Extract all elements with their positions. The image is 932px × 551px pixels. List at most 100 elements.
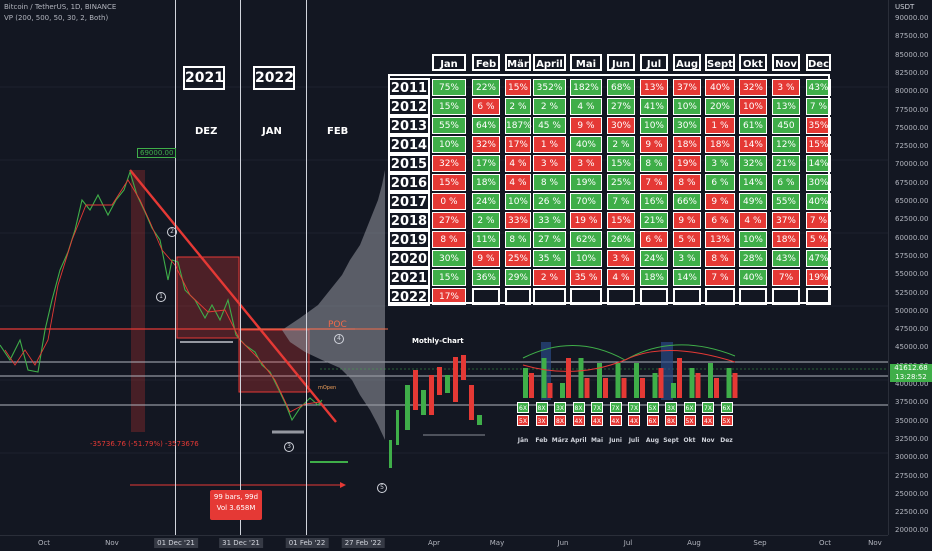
green-count: 7X bbox=[628, 402, 640, 413]
season-month-label: Jän bbox=[517, 437, 529, 444]
price-tick: 87500.00 bbox=[895, 32, 929, 41]
table-cell: 9 % bbox=[472, 250, 500, 267]
season-bar-red bbox=[640, 378, 645, 398]
table-cell: 26% bbox=[607, 231, 635, 248]
range-info-box: 99 bars, 99d Vol 3.658M bbox=[210, 490, 262, 520]
table-year-2012: 2012 bbox=[388, 97, 430, 116]
table-cell: 37% bbox=[673, 79, 701, 96]
season-month-label: März bbox=[551, 437, 569, 444]
table-cell: 187% bbox=[505, 117, 532, 134]
time-tick: 01 Dec '21 bbox=[154, 538, 198, 548]
table-cell: 15% bbox=[505, 79, 531, 96]
red-count: 5X bbox=[683, 415, 696, 426]
table-cell: 13% bbox=[640, 79, 668, 96]
table-cell bbox=[640, 288, 668, 305]
price-tick: 90000.00 bbox=[895, 14, 929, 22]
table-cell: 4 % bbox=[505, 174, 531, 191]
price-tick: 20000.00 bbox=[895, 526, 929, 535]
table-cell: 21% bbox=[772, 155, 800, 172]
table-cell: 8 % bbox=[705, 250, 735, 267]
table-cell: 5 % bbox=[673, 231, 701, 248]
price-tick: 52500.00 bbox=[895, 288, 929, 297]
price-tick: 35000.00 bbox=[895, 416, 929, 425]
table-cell: 12% bbox=[772, 136, 800, 153]
wave-marker-2: 2 bbox=[167, 227, 177, 237]
table-cell: 24% bbox=[640, 250, 668, 267]
season-month-label: Sept bbox=[663, 437, 679, 444]
season-bar-red bbox=[658, 368, 664, 398]
table-cell: 28% bbox=[739, 250, 767, 267]
time-tick: Aug bbox=[687, 539, 701, 547]
year-label-2022: 2022 bbox=[253, 66, 295, 90]
table-cell: 25% bbox=[505, 250, 531, 267]
table-cell: 10% bbox=[739, 231, 767, 248]
price-tick: 77500.00 bbox=[895, 105, 929, 114]
table-cell: 36% bbox=[472, 269, 500, 286]
table-year-2011: 2011 bbox=[388, 78, 430, 97]
table-cell: 4 % bbox=[570, 98, 602, 115]
ath-price-label: 69000.00 bbox=[137, 148, 177, 158]
table-cell: 7 % bbox=[607, 193, 635, 210]
table-cell: 8 % bbox=[673, 174, 701, 191]
price-tick: 37500.00 bbox=[895, 398, 929, 407]
green-count: 6X bbox=[720, 402, 733, 413]
season-bar-red bbox=[714, 378, 719, 398]
time-tick: Jul bbox=[623, 539, 633, 547]
indicator-title[interactable]: VP (200, 500, 50, 30, 2, Both) bbox=[4, 14, 109, 22]
table-cell: 10% bbox=[739, 98, 767, 115]
season-bar-green bbox=[523, 368, 528, 398]
table-cell: 8 % bbox=[432, 231, 466, 248]
time-axis[interactable]: Oct Nov 01 Dec '21 31 Dec '21 01 Feb '22 27 F… bbox=[0, 535, 888, 551]
season-bar-red bbox=[584, 378, 590, 398]
table-year-2019: 2019 bbox=[388, 230, 430, 249]
candle-countdown: 13:28:52 bbox=[895, 373, 927, 381]
table-year-2018: 2018 bbox=[388, 211, 430, 230]
season-bar-red bbox=[621, 378, 627, 398]
price-chart[interactable] bbox=[0, 0, 888, 535]
table-cell: 3 % bbox=[705, 155, 735, 172]
table-cell: 13% bbox=[705, 231, 735, 248]
table-cell: 40% bbox=[739, 269, 767, 286]
table-cell: 32% bbox=[472, 136, 500, 153]
symbol-title[interactable]: Bitcoin / TetherUS, 1D, BINANCE bbox=[4, 3, 117, 11]
wave-marker-4: 4 bbox=[334, 334, 344, 344]
table-cell bbox=[739, 288, 767, 305]
table-cell: 27 % bbox=[533, 231, 566, 248]
table-year-2020: 2020 bbox=[388, 249, 430, 268]
price-tick: 25000.00 bbox=[895, 489, 929, 498]
table-year-2016: 2016 bbox=[388, 173, 430, 192]
green-count: 7X bbox=[702, 402, 714, 413]
price-tick: 75000.00 bbox=[895, 123, 929, 132]
table-cell: 16% bbox=[640, 193, 668, 210]
table-cell: 18% bbox=[705, 136, 735, 153]
table-cell: 9 % bbox=[673, 212, 701, 229]
table-cell: 9 % bbox=[640, 136, 668, 153]
table-cell: 14% bbox=[806, 155, 831, 172]
red-count: 3X bbox=[535, 415, 548, 426]
table-cell: 37% bbox=[772, 212, 800, 229]
monthly-chart-title: Mothly-Chart bbox=[412, 337, 464, 345]
table-cell: 27% bbox=[607, 98, 635, 115]
red-count: 4X bbox=[591, 415, 603, 426]
table-cell: 10% bbox=[505, 193, 531, 210]
time-tick: 01 Feb '22 bbox=[285, 538, 329, 548]
table-cell: 6 % bbox=[640, 231, 668, 248]
price-tick: 57500.00 bbox=[895, 251, 929, 260]
season-bar-green bbox=[578, 358, 584, 398]
table-header-5: Jun bbox=[607, 54, 635, 71]
price-axis[interactable]: USDT 90000.00 87500.00 85000.00 82500.00 800… bbox=[888, 0, 932, 535]
red-count: 8X bbox=[554, 415, 566, 426]
mopen-label: mOpen bbox=[318, 385, 337, 391]
table-cell: 4 % bbox=[739, 212, 767, 229]
green-count: 8X bbox=[535, 402, 548, 413]
table-cell: 24% bbox=[472, 193, 500, 210]
price-tick: 22500.00 bbox=[895, 508, 929, 517]
season-month-label: Dez bbox=[720, 437, 733, 444]
season-month-label: Okt bbox=[683, 437, 696, 444]
table-cell: 0 % bbox=[432, 193, 466, 210]
table-cell: 7 % bbox=[705, 269, 735, 286]
table-cell: 1 % bbox=[705, 117, 735, 134]
green-count: 6X bbox=[683, 402, 696, 413]
table-cell: 35% bbox=[806, 117, 831, 134]
time-tick: Jun bbox=[557, 539, 569, 547]
